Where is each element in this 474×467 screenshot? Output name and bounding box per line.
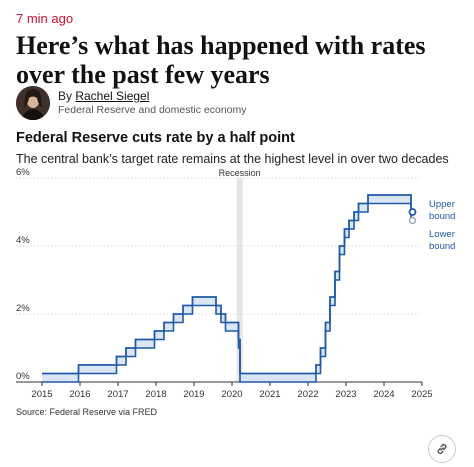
x-tick-label: 2017 <box>107 389 128 400</box>
lower-bound-marker <box>408 216 417 225</box>
author-avatar[interactable] <box>16 86 50 120</box>
author-role: Federal Reserve and domestic economy <box>58 104 247 116</box>
y-tick-label: 6% <box>16 167 30 178</box>
x-tick-label: 2020 <box>221 389 242 400</box>
upper-bound-label: Upper <box>429 199 455 210</box>
byline-prefix: By <box>58 89 76 103</box>
upper-bound-marker <box>408 208 417 216</box>
x-tick-label: 2025 <box>411 389 432 400</box>
x-tick-label: 2019 <box>183 389 204 400</box>
upper-bound-label-line2: bound <box>429 211 455 222</box>
x-tick-label: 2021 <box>259 389 280 400</box>
x-tick-label: 2022 <box>297 389 318 400</box>
chart-subtitle: The central bank’s target rate remains a… <box>16 152 449 166</box>
share-link-button[interactable] <box>428 435 456 463</box>
x-tick-label: 2015 <box>31 389 52 400</box>
target-range-band <box>42 195 413 382</box>
chart-source: Source: Federal Reserve via FRED <box>16 407 158 417</box>
timestamp: 7 min ago <box>16 11 74 26</box>
y-tick-label: 0% <box>16 371 30 382</box>
chart-title: Federal Reserve cuts rate by a half poin… <box>16 130 295 146</box>
x-tick-label: 2016 <box>69 389 90 400</box>
x-tick-label: 2024 <box>373 389 394 400</box>
avatar-image <box>16 86 50 120</box>
headline: Here’s what has happened with rates over… <box>16 31 426 89</box>
x-tick-label: 2023 <box>335 389 356 400</box>
x-tick-label: 2018 <box>145 389 166 400</box>
byline: By Rachel Siegel <box>58 89 149 103</box>
upper-bound-line <box>42 194 413 375</box>
lower-bound-line <box>42 202 413 383</box>
author-link[interactable]: Rachel Siegel <box>75 89 150 103</box>
y-tick-label: 2% <box>16 303 30 314</box>
recession-label: Recession <box>219 168 261 178</box>
y-tick-label: 4% <box>16 235 30 246</box>
lower-bound-label-line2: bound <box>429 241 455 252</box>
link-icon <box>437 443 447 455</box>
lower-bound-label: Lower <box>429 229 455 240</box>
rate-chart: Recession 0% 2% 4% 6% 2015 2016 2017 2018 2019 202… <box>16 167 455 400</box>
recession-band <box>236 178 243 382</box>
